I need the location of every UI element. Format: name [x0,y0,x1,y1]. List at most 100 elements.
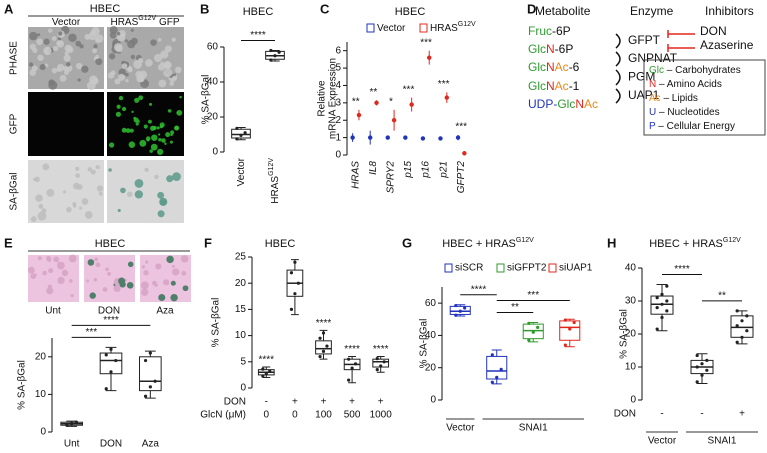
y-tick-label: 0 [212,147,218,158]
row-label: SA-βGal [9,173,20,211]
legend-label-part: Vector [377,23,406,34]
cell [124,39,129,43]
point [660,315,664,320]
point [104,353,108,357]
x-tick-label-part: HRAS [270,176,281,204]
x-tick-label: p16 [421,161,432,179]
cell [113,284,121,293]
legend-label: HRASG12V [430,21,476,33]
metabolite-part: Glc [528,42,546,56]
cell [154,174,159,180]
chart-title-part: HBEC + HRAS [649,238,723,250]
cell [128,141,136,148]
point [148,351,152,355]
row-label: DON [224,397,246,408]
row-value: + [349,397,355,408]
metabolite-part: -1 [569,79,580,93]
cell [125,128,131,133]
cell [84,211,93,219]
point [462,151,467,156]
row-label: DON [614,409,636,420]
y-tick-label: 20 [35,351,47,362]
point [409,102,414,107]
box [315,340,332,355]
metabolite-part: Glc [528,79,546,93]
cell [91,77,99,85]
point [403,135,408,140]
cell [140,281,149,290]
cell [135,122,139,126]
legend-entry-part: N [649,79,656,90]
metabolite: GlcNAc-6 [528,60,580,74]
cell [139,139,147,147]
point [438,136,443,141]
legend-entry-part: – Lipids [661,93,698,104]
y-tick-label: 10 [625,362,637,373]
cell [170,293,178,302]
cell [53,256,60,263]
cell [29,43,36,50]
cell [133,117,139,123]
cell [134,179,144,188]
legend-entry-part: Ac [649,93,661,104]
whisker [696,353,708,361]
point [444,95,450,100]
row-label: GlcN (μM) [200,410,246,421]
reaction-bracket [615,88,621,104]
point [269,48,273,53]
point [495,375,499,379]
row-value: 500 [344,410,361,421]
significance: ** [352,96,360,107]
row-value: + [739,409,745,420]
cell [172,172,181,181]
cell [129,128,134,133]
cell [158,293,166,302]
cell [81,198,89,205]
significance: **** [316,318,332,329]
cell [52,45,59,52]
significance: **** [344,344,360,355]
column-label-part: HRAS [110,17,138,28]
cell [160,50,169,59]
cell [121,127,127,133]
cell [102,287,108,292]
y-axis-label: % SA-βGal [419,319,430,369]
cell [181,270,187,276]
cell [182,285,189,292]
cell [159,122,165,128]
significance: *** [420,37,432,48]
cell [158,133,161,136]
significance: *** [403,84,415,95]
metabolite-part: N [575,97,584,111]
row-label: GFP [9,113,20,134]
cell [110,70,116,76]
cell [134,97,140,103]
row-value: 1000 [370,410,393,421]
cell [92,48,98,54]
metabolite-part: N [546,79,555,93]
cell [116,104,121,109]
cell [164,142,167,145]
point [660,292,664,296]
point [318,336,322,340]
cell [95,58,103,66]
cell [146,138,150,142]
cell [157,210,165,218]
x-tick-label: DON [100,439,122,450]
point [568,327,572,331]
cell [36,38,43,46]
cell [172,73,177,77]
point [665,299,669,303]
cell [134,190,144,199]
y-tick-label: 0 [335,150,341,161]
chart-title-part: HBEC + HRAS [442,238,516,250]
cell [151,134,158,141]
point [463,306,467,310]
inhibitor: Azaserine [700,38,754,52]
point [367,135,373,140]
metabolite-part: -6P [555,42,574,56]
image-label: Aza [156,306,174,317]
significance: **** [259,355,275,366]
cell [62,190,67,194]
metabolite-part: Ac [584,97,598,111]
